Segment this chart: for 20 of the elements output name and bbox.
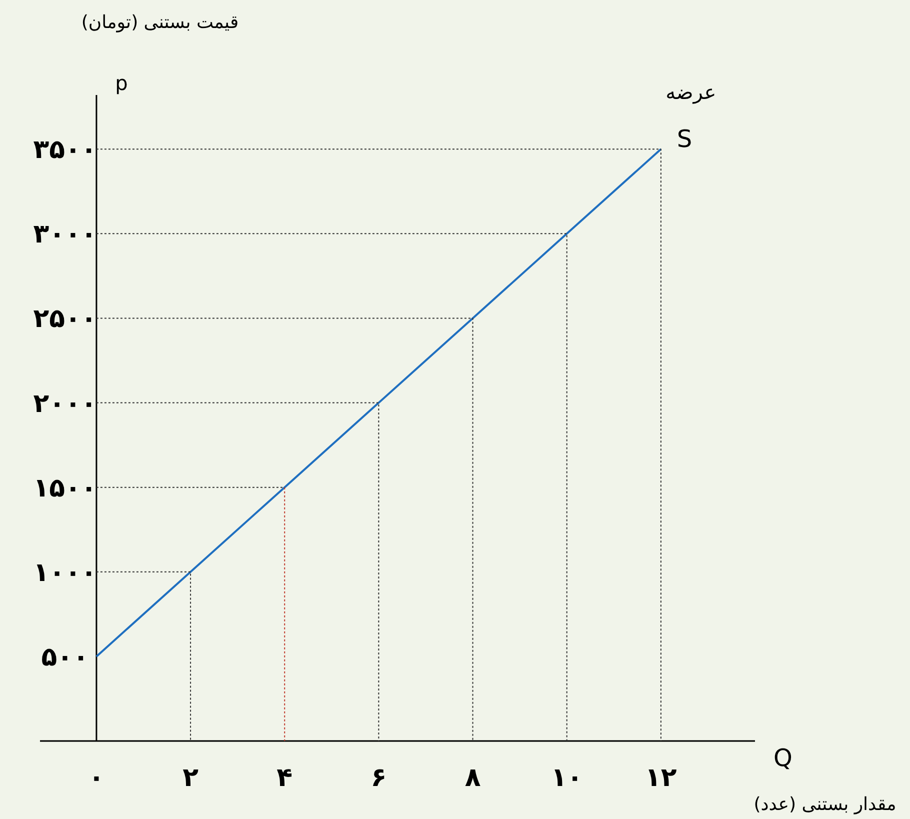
y-tick-label: ۳۰۰۰ (33, 220, 97, 250)
y-tick-label: ۱۰۰۰ (33, 558, 97, 588)
y-tick-label: ۱۵۰۰ (33, 473, 97, 504)
x-axis-title: Q (774, 744, 792, 772)
x-tick-label: ۶ (370, 763, 387, 793)
y-tick-label: ۲۵۰۰ (33, 304, 97, 334)
x-tick-label: ۱۲ (645, 763, 677, 793)
x-tick-label: ۱۰ (550, 763, 583, 793)
series-label: S (676, 125, 692, 154)
x-tick-label: ۲ (182, 763, 199, 793)
text: مقدار بستنی (عدد) (754, 794, 896, 815)
y-tick-label: ۲۰۰۰ (33, 388, 97, 419)
y-axis-title: p (115, 71, 128, 95)
y-tick-label: ۳۵۰۰ (33, 135, 97, 166)
x-tick-label: ۰ (88, 763, 104, 793)
annotation: عرضه (666, 80, 716, 104)
text: قیمت بستنی (تومان) (81, 12, 239, 33)
x-tick-label: ۸ (464, 763, 481, 793)
y-tick-label: ۵۰۰ (41, 642, 89, 672)
x-tick-label: ۴ (276, 763, 293, 793)
